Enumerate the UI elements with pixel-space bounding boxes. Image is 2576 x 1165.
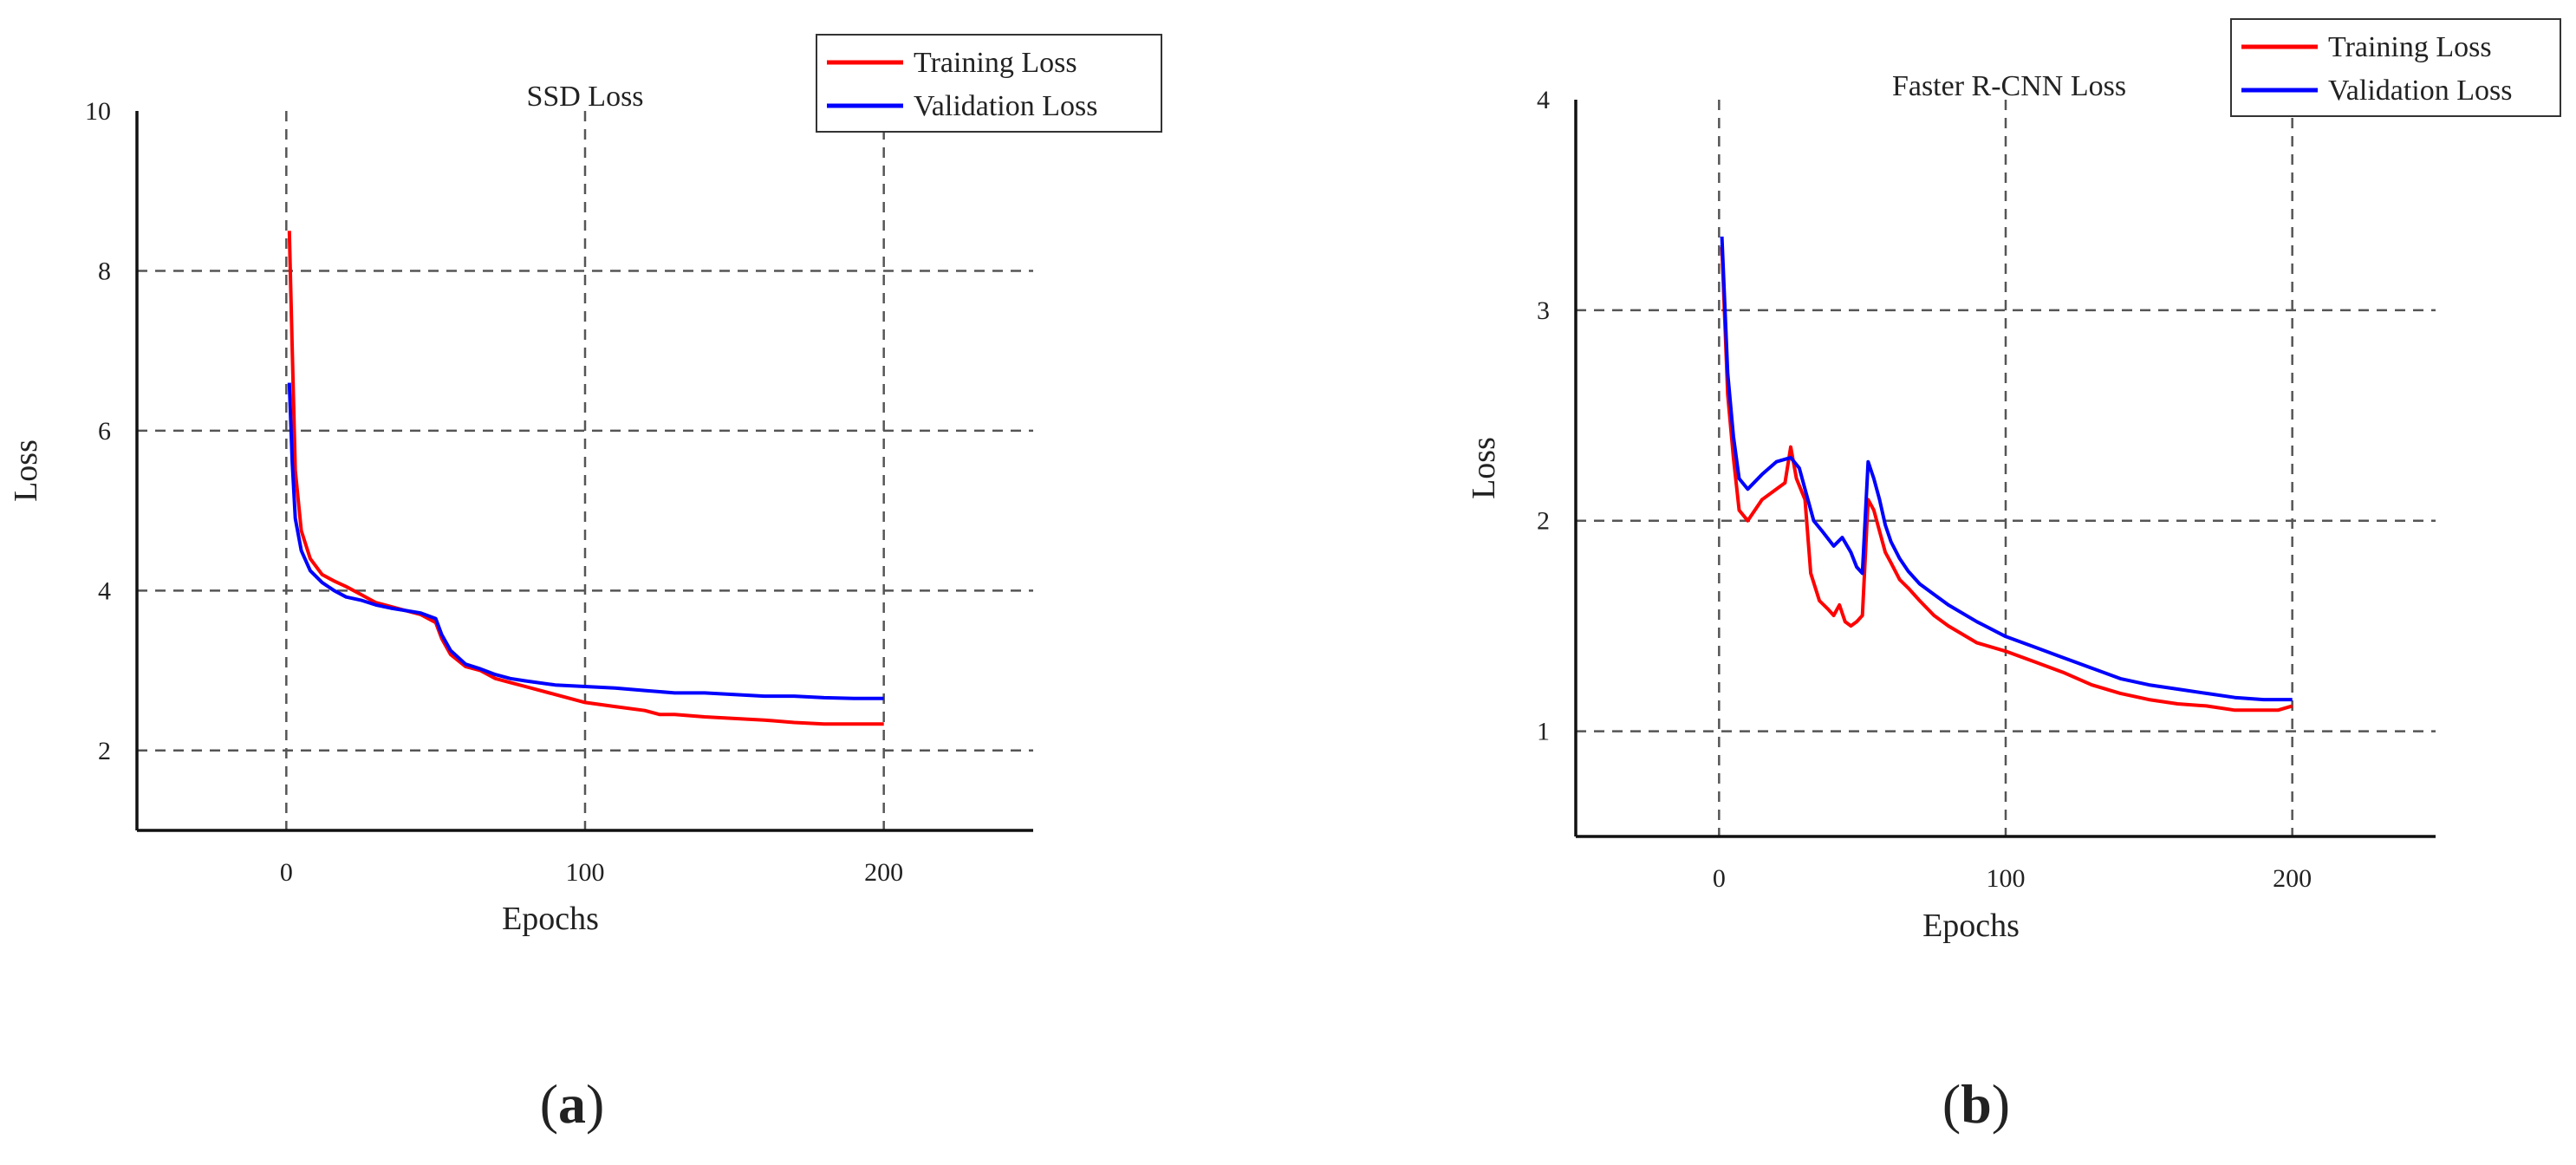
x-tick-label: 200	[2273, 864, 2312, 893]
legend-label-validation: Validation Loss	[914, 90, 1097, 122]
x-tick-label: 0	[1713, 864, 1726, 893]
y-tick-label: 4	[1537, 86, 1550, 114]
x-tick-label: 0	[280, 858, 293, 887]
chart-title: SSD Loss	[526, 81, 643, 113]
y-tick-label: 4	[98, 576, 111, 605]
y-tick-label: 2	[98, 737, 111, 765]
panel-label: (a)	[540, 1073, 605, 1135]
legend: Training Loss Validation Loss	[2230, 18, 2561, 117]
y-axis-label: Loss	[8, 439, 44, 502]
x-tick-label: 100	[566, 858, 605, 887]
legend-box	[816, 34, 1162, 133]
y-tick-label: 8	[98, 257, 111, 285]
legend: Training Loss Validation Loss	[816, 34, 1162, 133]
y-tick-label: 3	[1537, 296, 1550, 325]
series-line-training	[287, 231, 884, 726]
legend-box	[2230, 18, 2561, 117]
legend-label-validation: Validation Loss	[2328, 75, 2512, 107]
legend-label-training: Training Loss	[2328, 31, 2492, 63]
series-line-validation	[1720, 236, 2293, 702]
x-tick-label: 100	[1987, 864, 2026, 893]
legend-label-training: Training Loss	[914, 47, 1077, 79]
chart-panel-a: 0 100 200 2 4 6 8 10 SSD Loss Epochs Loss Training …	[8, 34, 1162, 1135]
y-axis-label: Loss	[1466, 437, 1502, 499]
x-axis-label: Epochs	[502, 901, 599, 937]
y-tick-label: 2	[1537, 507, 1550, 536]
x-tick-label: 200	[864, 858, 903, 887]
y-tick-label: 1	[1537, 718, 1550, 746]
panel-label: (b)	[1942, 1073, 2010, 1135]
chart-title: Faster R-CNN Loss	[1892, 70, 2126, 102]
chart-panel-b: 0 100 200 1 2 3 4 Faster R-CNN Loss Epochs Loss Tr…	[1466, 18, 2561, 1135]
series-line-training	[1720, 246, 2293, 713]
y-tick-label: 6	[98, 417, 111, 446]
x-axis-label: Epochs	[1922, 908, 2020, 944]
y-tick-label: 10	[85, 97, 111, 126]
series-line-validation	[287, 382, 884, 700]
